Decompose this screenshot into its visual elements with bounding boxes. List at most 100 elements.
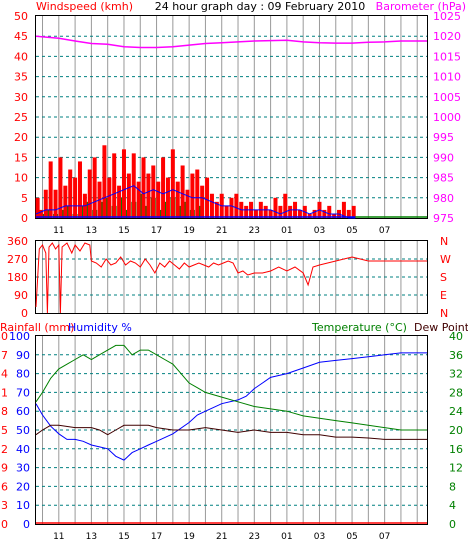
- direction-line: [35, 242, 427, 314]
- baro-tick-label: 1000: [433, 111, 461, 124]
- direction-tick-label: 0: [21, 307, 28, 320]
- wind-bar: [68, 169, 73, 218]
- wind-bar: [53, 189, 58, 218]
- temp-tick-label: 24: [449, 405, 463, 418]
- wind-bar: [332, 213, 337, 218]
- baro-tick-label: 980: [433, 192, 454, 205]
- wind-tick-label: 25: [14, 111, 28, 124]
- humidity-tick-label: 40: [16, 443, 30, 456]
- baro-axis-label: Barometer (hPa): [376, 0, 466, 13]
- wind-bar: [165, 177, 170, 218]
- humidity-tick-label: 60: [16, 405, 30, 418]
- gust-line: [35, 185, 356, 219]
- humidity-axis-label: Humidity %: [68, 321, 132, 334]
- x-tick-label: 13: [86, 226, 97, 236]
- x-tick-label: 17: [151, 532, 162, 542]
- wind-bar: [307, 213, 312, 218]
- wind-bar: [107, 177, 112, 218]
- wind-bar: [102, 145, 107, 218]
- x-tick-label: 03: [314, 532, 325, 542]
- x-tick-label: 19: [183, 532, 195, 542]
- baro-tick-label: 995: [433, 131, 454, 144]
- x-tick-label: 07: [379, 226, 390, 236]
- rain-tick-label: 18: [0, 405, 8, 418]
- wind-bar: [283, 193, 288, 218]
- x-tick-label: 05: [346, 226, 357, 236]
- temp-y-ticks: 0 4 8 12 16 20 24 28 32 36 40: [449, 330, 463, 531]
- wind-bar: [205, 177, 210, 218]
- baro-tick-label: 990: [433, 151, 454, 164]
- rain-tick-label: 24: [0, 368, 8, 381]
- wind-bar: [161, 157, 166, 218]
- x-tick-label: 11: [53, 532, 64, 542]
- dewpoint-line: [35, 424, 427, 440]
- baro-tick-label: 975: [433, 212, 454, 225]
- wind-bar: [117, 185, 122, 218]
- wind-bar: [77, 161, 82, 218]
- wind-bar: [195, 169, 200, 218]
- rain-tick-label: 27: [0, 349, 8, 362]
- wind-bar: [312, 209, 317, 218]
- wind-bar: [273, 197, 278, 218]
- wind-bar: [151, 165, 156, 218]
- humidity-tick-label: 70: [16, 386, 30, 399]
- direction-tick-label: 90: [14, 289, 28, 302]
- wind-tick-label: 15: [14, 151, 28, 164]
- baro-tick-label: 1010: [433, 71, 461, 84]
- wind-bar: [48, 161, 53, 218]
- temp-tick-label: 36: [449, 349, 463, 362]
- rain-y-ticks: 0 3 6 9 12 15 18 21 24 27 30: [0, 330, 8, 531]
- wind-bar: [87, 169, 92, 218]
- humidity-tick-label: 20: [16, 480, 30, 493]
- x-tick-label: 15: [118, 532, 129, 542]
- rain-tick-label: 0: [1, 518, 8, 531]
- temp-tick-label: 20: [449, 424, 463, 437]
- wind-bar: [327, 205, 332, 218]
- wind-bar: [156, 181, 161, 218]
- temp-tick-label: 12: [449, 462, 463, 475]
- x-tick-label: 23: [249, 532, 260, 542]
- wind-tick-label: 5: [21, 192, 28, 205]
- baro-tick-label: 1025: [433, 10, 461, 23]
- panel-temp-humidity: Rainfall (mm) Humidity % Temperature (°C…: [0, 321, 468, 542]
- wind-tick-label: 35: [14, 71, 28, 84]
- wind-bar: [253, 209, 258, 218]
- humidity-line: [35, 352, 427, 461]
- barometer-line: [35, 35, 427, 49]
- wind-bar: [141, 157, 146, 218]
- direction-y-ticks: 0 90 180 270 360: [7, 235, 28, 320]
- wind-bar: [351, 205, 356, 218]
- x-tick-label: 21: [216, 532, 227, 542]
- wind-bar: [38, 209, 43, 218]
- wind-bar: [209, 193, 214, 218]
- wind-bar: [146, 173, 151, 218]
- wind-bar: [200, 185, 205, 218]
- x-tick-label: 19: [183, 226, 195, 236]
- rain-axis-label: Rainfall (mm): [0, 321, 74, 334]
- wind-bar: [346, 209, 351, 218]
- rain-tick-label: 15: [0, 424, 8, 437]
- compass-label: E: [440, 289, 447, 302]
- rain-tick-label: 21: [0, 386, 8, 399]
- humidity-tick-label: 80: [16, 368, 30, 381]
- wind-bar: [63, 185, 68, 218]
- wind-tick-label: 45: [14, 30, 28, 43]
- wind-x-ticks: 11 13 15 17 19 21 23 01 03 05 07: [53, 226, 390, 236]
- x-tick-label: 05: [346, 532, 357, 542]
- x-tick-label: 01: [281, 532, 292, 542]
- compass-label: W: [440, 253, 451, 266]
- compass-label: S: [440, 271, 447, 284]
- wind-bar: [322, 209, 327, 218]
- x-tick-label: 15: [118, 226, 129, 236]
- wind-bar: [180, 165, 185, 218]
- direction-tick-label: 180: [7, 271, 28, 284]
- temp-grid: [36, 336, 427, 524]
- humidity-tick-label: 50: [16, 424, 30, 437]
- wind-y-ticks: 0 5 10 15 20 25 30 35 40 45 50: [14, 10, 28, 225]
- temp-tick-label: 28: [449, 386, 463, 399]
- rain-tick-label: 3: [1, 499, 8, 512]
- baro-tick-label: 1020: [433, 30, 461, 43]
- wind-bar: [92, 157, 97, 218]
